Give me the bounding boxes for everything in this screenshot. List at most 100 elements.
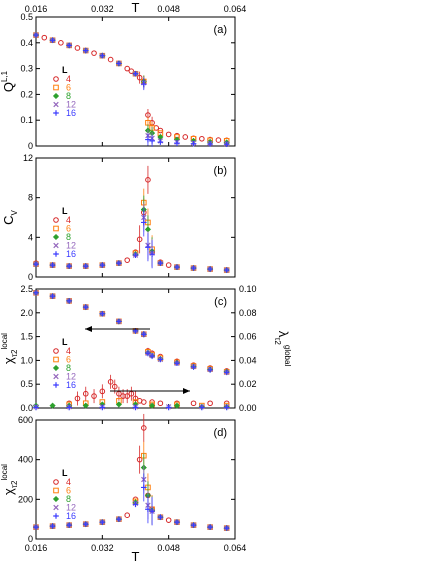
data-point (207, 524, 213, 530)
data-point (145, 136, 151, 143)
legend-entry-8: 8 (66, 363, 71, 373)
legend-title: L (62, 65, 68, 75)
data-point (66, 42, 72, 49)
x-tick-label-top: 0.064 (224, 4, 247, 14)
panel-tag: (c) (214, 296, 227, 308)
data-point (174, 264, 180, 270)
data-point (190, 364, 197, 370)
data-point (66, 298, 72, 304)
legend-entry-4: 4 (66, 74, 71, 84)
data-point (182, 134, 189, 140)
y-tick-label: 0.5 (20, 379, 33, 389)
y-tick-label: 12 (23, 153, 33, 163)
y-tick-label: 8 (28, 193, 33, 203)
data-point (140, 331, 147, 338)
data-point (82, 263, 89, 269)
data-point (145, 177, 151, 183)
arrow-right-head (183, 388, 190, 394)
data-point (136, 74, 143, 81)
legend-entry-12: 12 (66, 100, 76, 110)
data-point (174, 519, 180, 525)
y-tick-label: 0 (28, 534, 33, 544)
data-point (215, 137, 222, 143)
legend-marker (53, 348, 59, 354)
y-tick-label: 200 (18, 494, 33, 504)
data-point (149, 251, 155, 257)
data-point (99, 52, 106, 59)
data-point (99, 262, 106, 268)
y-tick-label: 2.5 (20, 284, 33, 294)
data-point (91, 50, 97, 56)
data-point (174, 140, 180, 146)
legend-marker (53, 382, 59, 388)
data-point (49, 523, 56, 529)
legend-marker (53, 84, 59, 91)
data-point (223, 267, 230, 273)
data-point (49, 293, 56, 299)
y-tick-label: 400 (18, 455, 33, 465)
data-point (190, 140, 197, 147)
panel-frame (35, 16, 236, 147)
legend-marker (52, 233, 60, 241)
data-point (111, 383, 118, 390)
data-point (140, 399, 147, 405)
data-point (99, 519, 106, 525)
y-axis-title: χτ2local (0, 464, 19, 495)
panel-tag: (d) (214, 427, 227, 439)
data-point (33, 524, 39, 530)
legend-title: L (62, 468, 68, 478)
data-point (207, 141, 213, 147)
legend-marker (52, 495, 60, 503)
data-point (124, 393, 131, 399)
y2-tick-label: 0.06 (239, 332, 257, 342)
data-point (49, 37, 56, 44)
legend-marker (53, 76, 59, 82)
y-tick-label: 0.3 (20, 64, 33, 74)
y2-tick-label: 0.10 (239, 284, 257, 294)
legend-entry-16: 16 (66, 511, 76, 521)
y-tick-label: 0.0 (20, 403, 33, 413)
data-point (33, 32, 39, 38)
legend-entry-6: 6 (66, 486, 71, 496)
data-point (99, 310, 106, 317)
y-tick-label: 1.5 (20, 332, 33, 342)
y-tick-label: 0 (28, 141, 33, 151)
data-point (82, 402, 89, 409)
x-tick-label-bottom: 0.048 (157, 543, 180, 553)
data-point (136, 456, 143, 463)
y-tick-label: 0 (28, 272, 33, 282)
legend-marker (53, 225, 59, 232)
data-point (145, 350, 151, 357)
data-point (82, 47, 89, 54)
legend-marker (53, 110, 59, 116)
data-point (115, 401, 123, 408)
data-point (124, 65, 131, 72)
legend-marker (52, 92, 60, 100)
legend-entry-12: 12 (66, 241, 76, 251)
data-point (145, 244, 151, 251)
y2-tick-label: 0.08 (239, 308, 257, 318)
legend-entry-4: 4 (66, 215, 71, 225)
data-point (157, 260, 164, 266)
data-point (149, 353, 155, 359)
legend-entry-4: 4 (66, 477, 71, 487)
data-point (116, 260, 122, 266)
data-point (190, 400, 197, 407)
data-point (157, 514, 164, 520)
data-point (207, 400, 213, 407)
data-point (116, 60, 122, 67)
data-point (33, 404, 39, 411)
data-point (199, 135, 205, 142)
legend-entry-16: 16 (66, 380, 76, 390)
data-point (149, 508, 155, 515)
data-point (190, 522, 197, 528)
x-tick-label-bottom: 0.064 (224, 543, 247, 553)
data-point (223, 404, 230, 411)
legend-title: L (62, 206, 68, 216)
data-point (157, 400, 164, 407)
data-point (149, 138, 155, 144)
data-point (140, 81, 147, 87)
data-point (174, 360, 180, 367)
